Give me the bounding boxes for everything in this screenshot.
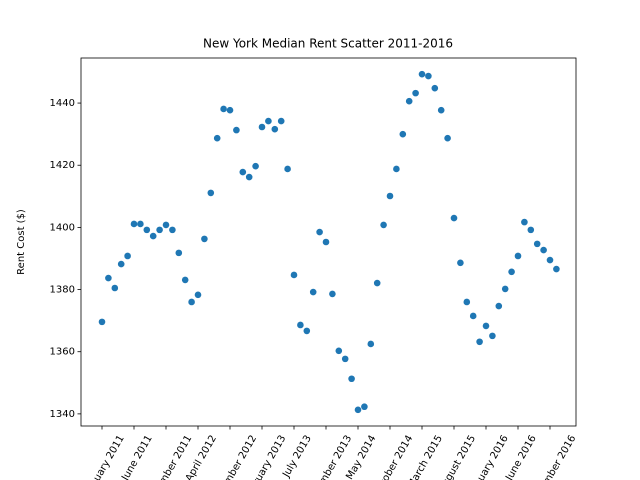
scatter-point <box>181 276 189 284</box>
scatter-point <box>143 226 151 234</box>
y-tick-label: 1440 <box>50 98 75 109</box>
scatter-point <box>527 226 535 234</box>
scatter-point <box>463 298 471 306</box>
scatter-point <box>194 291 202 299</box>
scatter-point <box>239 168 247 176</box>
scatter-point <box>553 265 560 273</box>
scatter-point <box>444 134 451 142</box>
scatter-point <box>98 318 106 326</box>
scatter-point <box>469 312 477 320</box>
scatter-point <box>495 302 503 310</box>
scatter-point <box>111 284 119 292</box>
scatter-point <box>271 125 279 133</box>
scatter-point <box>431 84 439 92</box>
scatter-point <box>393 165 400 173</box>
scatter-point <box>457 259 464 267</box>
scatter-point <box>476 338 483 346</box>
scatter-point <box>162 221 170 229</box>
scatter-point <box>329 290 336 298</box>
scatter-point <box>149 232 157 240</box>
scatter-point <box>348 375 355 383</box>
y-tick-label: 1380 <box>50 285 75 296</box>
scatter-point <box>207 189 215 197</box>
scatter-point <box>188 298 195 306</box>
scatter-point <box>220 105 227 113</box>
scatter-point <box>386 192 394 200</box>
scatter-point <box>117 260 125 268</box>
scatter-point <box>303 327 311 335</box>
scatter-point <box>322 238 330 246</box>
y-tick-label: 1400 <box>50 222 75 233</box>
scatter-point <box>169 226 176 234</box>
scatter-point <box>482 322 490 330</box>
scatter-point <box>265 117 272 125</box>
scatter-point <box>412 89 419 97</box>
scatter-point <box>508 268 515 276</box>
scatter-point <box>233 126 240 134</box>
scatter-point <box>258 123 266 131</box>
scatter-point <box>226 106 234 114</box>
y-tick-label: 1420 <box>50 160 75 171</box>
scatter-point <box>450 214 458 222</box>
scatter-point <box>130 220 138 228</box>
scatter-point <box>501 285 509 293</box>
scatter-point <box>335 347 343 355</box>
scatter-point <box>201 235 208 243</box>
scatter-point <box>405 97 413 105</box>
scatter-point <box>425 72 432 80</box>
scatter-point <box>380 221 387 229</box>
scatter-point <box>124 252 131 260</box>
y-tick-label: 1340 <box>50 409 75 420</box>
scatter-point <box>533 240 541 248</box>
scatter-point <box>213 134 221 142</box>
scatter-point <box>137 220 144 228</box>
scatter-point <box>309 288 317 296</box>
scatter-point <box>514 252 522 260</box>
scatter-point <box>361 403 368 411</box>
scatter-point <box>341 355 349 363</box>
scatter-point <box>105 274 112 282</box>
scatter-point <box>546 256 554 264</box>
scatter-point <box>316 228 323 236</box>
scatter-point <box>521 218 528 226</box>
scatter-point <box>418 70 426 78</box>
scatter-point <box>399 130 407 138</box>
x-tick-label: October 2014 <box>372 434 416 480</box>
scatter-point <box>437 106 445 114</box>
scatter-point <box>373 279 381 287</box>
scatter-point <box>175 249 183 257</box>
scatter-point <box>156 226 163 234</box>
chart-title: New York Median Rent Scatter 2011-2016 <box>203 37 453 51</box>
plot-frame <box>80 57 577 427</box>
scatter-point <box>284 165 291 173</box>
scatter-point <box>540 246 547 254</box>
scatter-point <box>245 173 253 181</box>
y-axis-label: Rent Cost ($) <box>16 209 27 275</box>
scatter-point <box>277 117 285 125</box>
scatter-point <box>367 340 375 348</box>
scatter-point <box>252 162 259 170</box>
scatter-point <box>489 332 496 340</box>
y-tick-label: 1360 <box>50 347 75 358</box>
scatter-point <box>297 321 304 329</box>
scatter-point <box>290 271 298 279</box>
scatter-point <box>354 406 362 414</box>
x-tick-label: January 2011 <box>84 434 127 480</box>
